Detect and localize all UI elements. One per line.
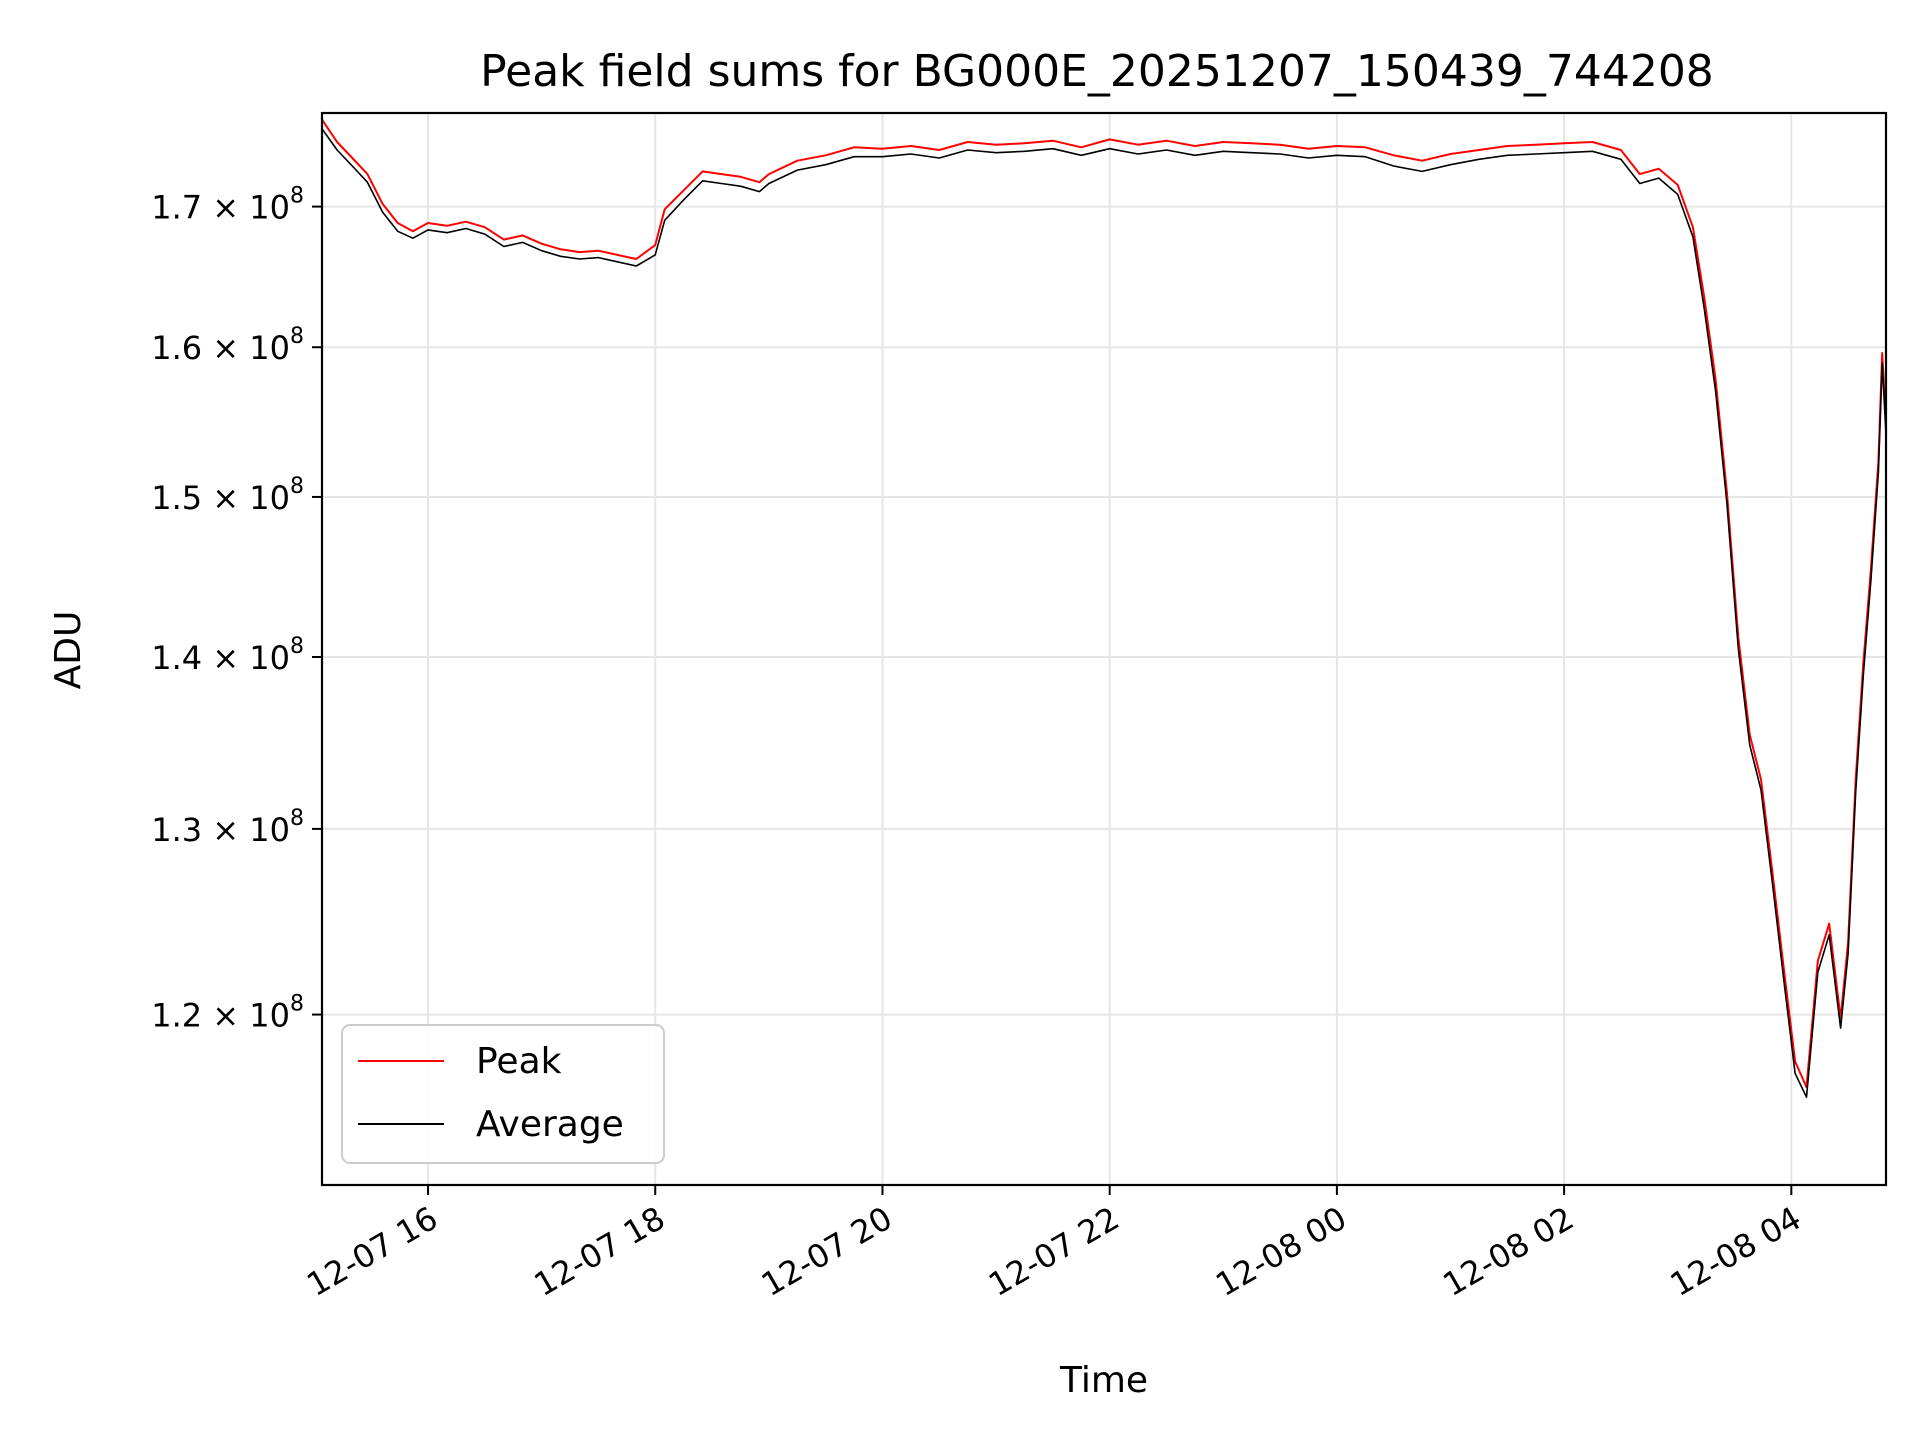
y-tick-label: 1.3 × 108 (151, 806, 304, 849)
series-line-peak (321, 119, 1887, 1089)
legend-label-peak: Peak (476, 1041, 562, 1082)
x-tick-label: 12-07 20 (755, 1199, 899, 1304)
axes-frame (320, 111, 1888, 1187)
chart-title: Peak field sums for BG000E_20251207_1504… (480, 46, 1714, 97)
y-tick-label: 1.5 × 108 (151, 474, 304, 517)
y-tick-label: 1.2 × 108 (151, 992, 304, 1035)
y-axis-label: ADU (48, 611, 89, 690)
x-tick-label: 12-07 22 (982, 1199, 1126, 1304)
series-line-average (321, 128, 1887, 1098)
x-tick-label: 12-07 18 (528, 1199, 672, 1304)
x-tick-label: 12-07 16 (300, 1199, 444, 1304)
x-axis-label: Time (1059, 1360, 1148, 1401)
plot-area (321, 119, 1887, 1098)
x-tick-label: 12-08 04 (1664, 1199, 1808, 1304)
grid-lines (322, 113, 1886, 1185)
y-tick-label: 1.6 × 108 (151, 324, 304, 367)
y-tick-label: 1.7 × 108 (151, 184, 304, 227)
y-axis: 1.2 × 108 1.3 × 108 1.4 × 108 1.5 × 108 1.6 … (151, 184, 322, 1035)
y-tick-label: 1.4 × 108 (151, 634, 304, 677)
legend-label-average: Average (476, 1104, 624, 1145)
x-tick-label: 12-08 02 (1437, 1199, 1581, 1304)
legend: Peak Average (341, 1024, 665, 1164)
x-tick-label: 12-08 00 (1209, 1199, 1353, 1304)
x-axis: 12-07 16 12-07 18 12-07 20 12-07 22 12-08 00… (300, 1185, 1807, 1304)
legend-box (341, 1024, 665, 1164)
